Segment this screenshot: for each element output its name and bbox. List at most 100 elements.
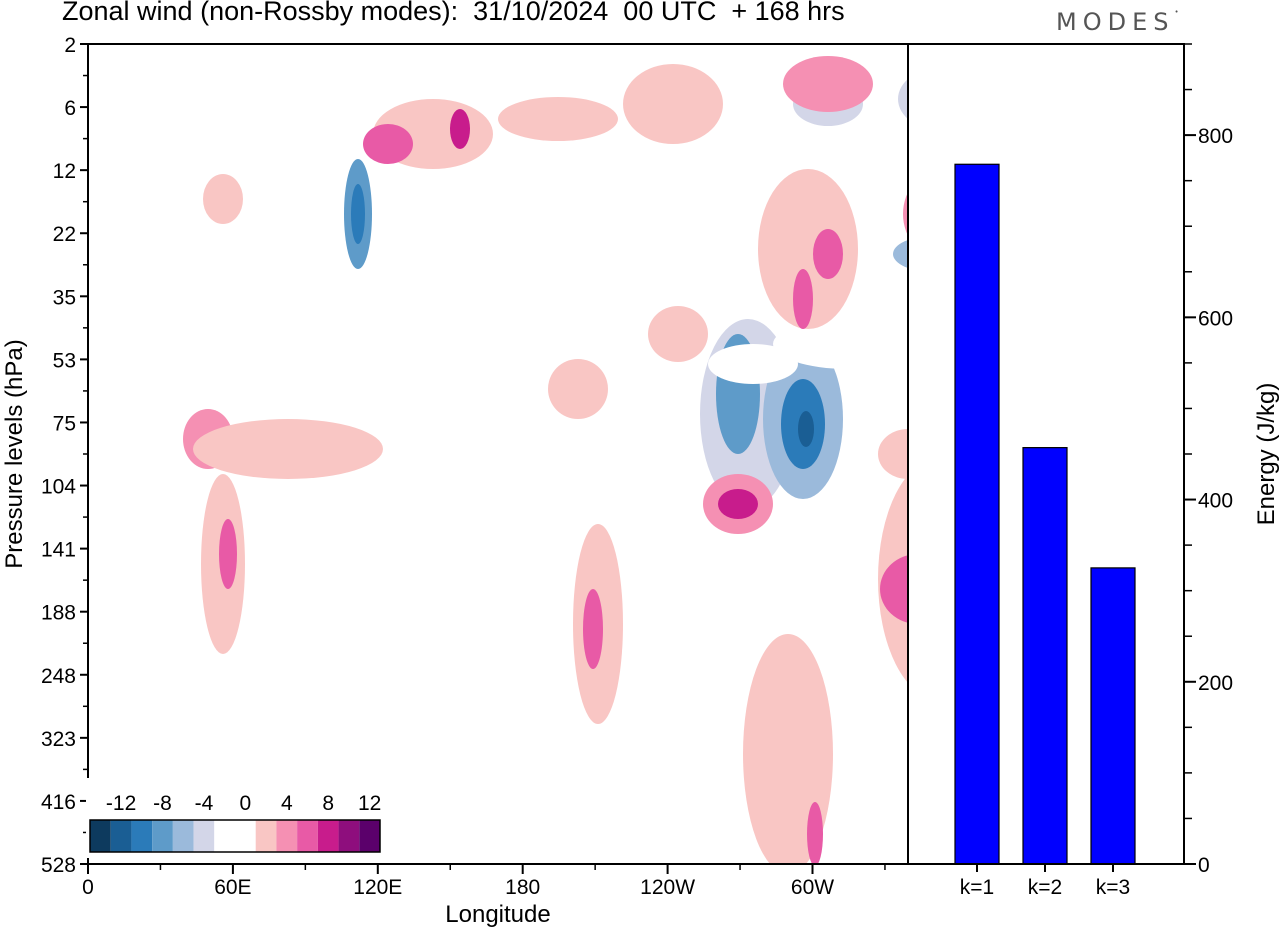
contour-region <box>708 344 798 384</box>
y-tick-label: 53 <box>53 349 76 372</box>
contour-field <box>168 44 951 864</box>
x-tick-label: 60W <box>791 876 834 899</box>
contour-region <box>306 184 330 424</box>
contour-region <box>783 56 873 112</box>
y-tick-label: 323 <box>41 728 76 751</box>
contour-region <box>773 319 908 369</box>
colorbar-swatch <box>172 820 194 852</box>
colorbar-swatch <box>235 820 256 852</box>
colorbar-label: 4 <box>281 792 293 815</box>
y-tick-label: 22 <box>53 223 76 246</box>
contour-region <box>203 174 243 224</box>
colorbar-label: 8 <box>322 792 334 815</box>
energy-tick-label: 400 <box>1198 490 1233 513</box>
colorbar-label: -8 <box>153 792 172 815</box>
energy-bar <box>1022 447 1068 865</box>
contour-region <box>798 411 814 447</box>
chart-title: Zonal wind (non-Rossby modes): 31/10/202… <box>62 0 845 26</box>
brand-mark: • <box>1174 8 1179 16</box>
colorbar-swatch <box>338 820 360 852</box>
colorbar-label: -12 <box>106 792 136 815</box>
y-tick-label: 248 <box>41 665 76 688</box>
colorbar-swatch <box>276 820 298 852</box>
y-axis: 2 6 12 22 35 53 75 104 141 188 248 323 416 528 <box>41 34 88 877</box>
contour-region <box>893 239 908 269</box>
y-tick-label: 12 <box>53 160 76 183</box>
contour-region <box>743 634 833 864</box>
contour-region <box>648 306 708 362</box>
y-tick-label: 416 <box>41 791 76 814</box>
contour-region <box>168 44 268 82</box>
colorbar-label: 0 <box>240 792 252 815</box>
contour-region <box>483 124 563 214</box>
bar-category-label: k=2 <box>1028 876 1062 899</box>
y-tick-label: 104 <box>41 476 76 499</box>
x-tick-label: 180 <box>505 876 540 899</box>
bar-category-label: k=1 <box>960 876 994 899</box>
contour-region <box>363 124 413 164</box>
y-tick-label: 188 <box>41 602 76 625</box>
x-axis-label: Longitude <box>445 901 550 928</box>
colorbar-legend: -12 -8 -4 0 4 8 12 <box>86 778 384 858</box>
y-axis-label: Pressure levels (hPa) <box>1 339 28 568</box>
contour-region <box>458 496 468 532</box>
y-tick-label: 528 <box>41 854 76 877</box>
energy-bar-chart: k=1 k=2 k=3 <box>954 163 1136 899</box>
contour-region <box>450 109 470 149</box>
x-tick-label: 120E <box>353 876 402 899</box>
colorbar-swatch <box>297 820 318 852</box>
colorbar-swatch <box>317 820 339 852</box>
y-tick-label: 141 <box>41 539 76 562</box>
brand-text: MODES <box>1056 8 1175 36</box>
contour-region <box>219 519 237 589</box>
energy-bar <box>954 163 1000 865</box>
contour-region <box>623 64 723 144</box>
colorbar-swatch <box>152 820 173 852</box>
energy-tick-label: 200 <box>1198 672 1233 695</box>
contour-region <box>807 802 823 864</box>
contour-region <box>498 97 618 141</box>
contour-region <box>813 229 843 279</box>
contour-region <box>935 589 951 629</box>
colorbar-swatch <box>131 820 153 852</box>
brand-logo: MODES• <box>1056 8 1179 36</box>
contour-region <box>718 489 758 519</box>
colorbar-frame <box>89 819 381 853</box>
contour-region <box>548 359 608 419</box>
colorbar-swatch <box>214 820 235 852</box>
contour-region <box>351 184 365 244</box>
x-tick-label: 120W <box>640 876 695 899</box>
colorbar-swatch <box>255 820 277 852</box>
contour-region <box>878 429 908 479</box>
colorbar-swatch <box>110 820 132 852</box>
contour-region <box>308 44 468 77</box>
contour-region <box>898 78 908 120</box>
contour-region <box>758 169 858 329</box>
x-axis: 0 60E 120E 180 120W 60W <box>82 864 886 899</box>
y-tick-label: 6 <box>64 97 76 120</box>
energy-bar <box>1090 567 1136 865</box>
energy-axis-label: Energy (J/kg) <box>1253 383 1280 526</box>
contour-region <box>168 272 258 316</box>
contour-region <box>373 204 393 394</box>
y-tick-label: 75 <box>53 412 76 435</box>
contour-region <box>880 555 908 623</box>
colorbar-label: -4 <box>195 792 214 815</box>
colorbar-swatch <box>90 820 111 852</box>
contour-region <box>608 142 678 186</box>
x-tick-label: 0 <box>82 876 94 899</box>
energy-tick-label: 800 <box>1198 125 1233 148</box>
energy-tick-label: 0 <box>1198 854 1210 877</box>
bar-category-label: k=3 <box>1096 876 1130 899</box>
colorbar-label: 12 <box>358 792 381 815</box>
x-tick-label: 60E <box>214 876 251 899</box>
contour-region <box>583 589 603 669</box>
contour-region <box>193 419 383 479</box>
colorbar-swatch <box>193 820 215 852</box>
energy-tick-label: 600 <box>1198 307 1233 330</box>
colorbar-swatch <box>359 820 380 852</box>
y-tick-label: 2 <box>64 34 76 57</box>
contour-region <box>903 192 908 236</box>
energy-axis: 0 200 400 600 800 <box>1184 43 1233 877</box>
